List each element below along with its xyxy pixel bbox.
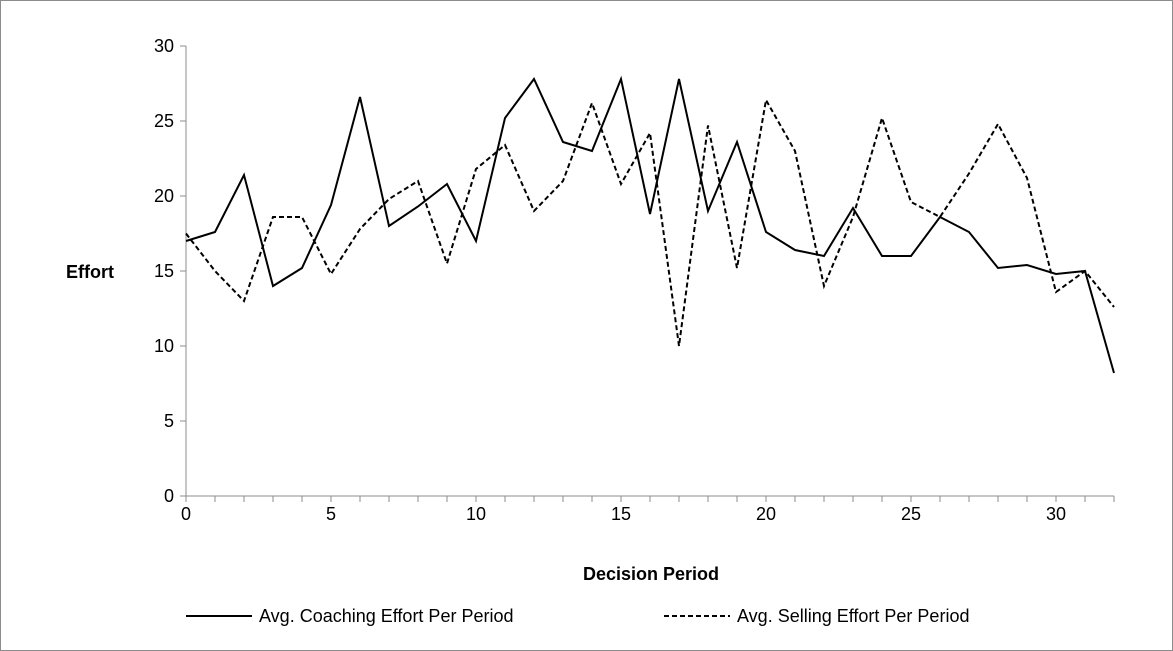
y-tick-label: 10 — [154, 336, 174, 356]
x-tick-label: 5 — [326, 504, 336, 524]
x-tick-label: 0 — [181, 504, 191, 524]
legend-label-selling-effort: Avg. Selling Effort Per Period — [737, 606, 969, 626]
y-axis-title: Effort — [66, 262, 114, 282]
x-tick-label: 25 — [901, 504, 921, 524]
x-axis-title: Decision Period — [583, 564, 719, 584]
series-line-selling-effort — [185, 97, 1115, 347]
legend-label-coaching-effort: Avg. Coaching Effort Per Period — [259, 606, 513, 626]
y-axis: 0 5 10 15 20 25 30 — [154, 36, 187, 506]
legend: Avg. Coaching Effort Per Period Avg. Sell… — [186, 606, 969, 626]
y-tick-label: 25 — [154, 111, 174, 131]
x-tick-label: 10 — [466, 504, 486, 524]
x-tick-label: 30 — [1046, 504, 1066, 524]
y-tick-label: 15 — [154, 261, 174, 281]
plot-lines — [185, 75, 1115, 374]
x-tick-label: 20 — [756, 504, 776, 524]
series-line-coaching-effort — [185, 75, 1115, 374]
y-tick-label: 30 — [154, 36, 174, 56]
x-tick-label: 15 — [611, 504, 631, 524]
y-tick-label: 0 — [164, 486, 174, 506]
y-tick-label: 20 — [154, 186, 174, 206]
x-axis: 0 5 10 15 20 25 30 — [181, 495, 1115, 524]
y-tick-label: 5 — [164, 411, 174, 431]
